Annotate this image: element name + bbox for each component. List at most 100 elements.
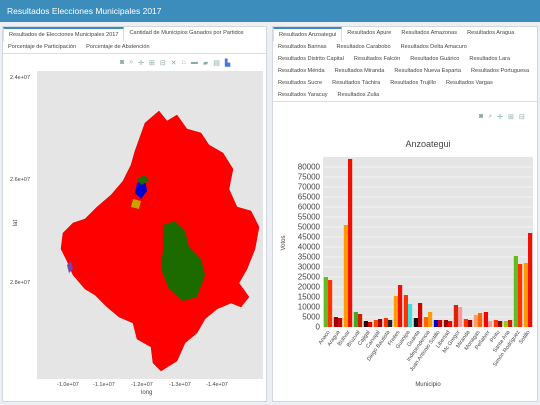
chart-bar[interactable] (508, 320, 513, 327)
pan-icon[interactable]: ✛ (138, 60, 145, 67)
chart-bar[interactable] (528, 233, 533, 327)
chart-bar[interactable] (493, 320, 498, 327)
chart-bar[interactable] (383, 318, 388, 327)
chart-bar[interactable] (438, 320, 443, 327)
autoscale-icon[interactable]: ✕ (170, 60, 177, 67)
chart-ytick: 70000 (298, 183, 321, 192)
right-tab-6[interactable]: Resultados Delta Amacuro (400, 44, 467, 50)
right-tab-5[interactable]: Resultados Carabobo (336, 44, 391, 50)
chart-bar[interactable] (358, 314, 363, 327)
chart-bar[interactable] (368, 322, 373, 327)
right-tab-16[interactable]: Resultados Táchira (332, 80, 381, 86)
chart-bar[interactable] (463, 319, 468, 327)
left-tab-3[interactable]: Porcentaje de Abstención (86, 44, 150, 50)
map-plot-area[interactable] (37, 71, 263, 379)
zoom-icon[interactable]: ⌕ (129, 59, 134, 66)
chart-ytick: 30000 (298, 263, 321, 272)
chart-bar[interactable] (458, 307, 463, 327)
chart-ytick: 40000 (298, 243, 321, 252)
chart-bar[interactable] (378, 319, 383, 327)
map-xtick: -1.2e+07 (131, 382, 153, 388)
zoom-icon[interactable]: ⌕ (488, 113, 493, 120)
reset-icon[interactable]: ⌂ (181, 59, 186, 66)
chart-bar[interactable] (388, 320, 393, 327)
bar-chart[interactable]: Anzoategui 05000100001500020000250003000… (273, 123, 537, 401)
zoom-in-icon[interactable]: ⊞ (508, 114, 514, 121)
right-tab-10[interactable]: Resultados Lara (469, 56, 511, 62)
chart-bar[interactable] (423, 317, 428, 327)
chart-bar[interactable] (338, 318, 343, 327)
chart-bar[interactable] (503, 321, 508, 327)
right-tab-2[interactable]: Resultados Amazonas (401, 30, 458, 36)
camera-icon[interactable]: ◙ (479, 113, 484, 120)
right-tab-0[interactable]: Resultados Anzoategui (273, 27, 343, 42)
chart-ytick: 50000 (298, 223, 321, 232)
chart-bar[interactable] (323, 277, 328, 327)
map-region-main (60, 110, 260, 372)
chart-modebar: ◙ ⌕ ✛ ⊞ ⊟ (479, 113, 525, 121)
chart-bar[interactable] (333, 317, 338, 327)
chart-bar[interactable] (473, 315, 478, 327)
chart-bar[interactable] (513, 256, 518, 327)
chart-ytick: 60000 (298, 203, 321, 212)
chart-bar[interactable] (408, 304, 413, 327)
left-tab-bar: Resultados de Elecciones Municipales 201… (3, 27, 266, 54)
right-tab-19[interactable]: Resultados Yaracuy (278, 92, 328, 98)
zoom-out-icon[interactable]: ⊟ (518, 114, 525, 121)
hover-compare-icon[interactable]: ▤ (213, 60, 220, 67)
chart-bar[interactable] (498, 321, 503, 327)
map-xtick: -1.3e+07 (169, 382, 191, 388)
camera-icon[interactable]: ◙ (120, 59, 125, 66)
zoom-out-icon[interactable]: ⊟ (159, 60, 166, 67)
chart-bar[interactable] (518, 264, 523, 327)
hover-closest-icon[interactable]: ▰ (202, 60, 209, 67)
chart-bar[interactable] (348, 159, 353, 327)
chart-bar[interactable] (328, 280, 333, 327)
chart-bar[interactable] (523, 263, 528, 327)
chart-bar[interactable] (448, 321, 453, 327)
left-tab-1[interactable]: Cantidad de Municipios Ganados por Parti… (129, 30, 244, 36)
chart-bar[interactable] (433, 320, 438, 327)
right-tab-4[interactable]: Resultados Barinas (278, 44, 327, 50)
map-region-green (161, 221, 205, 301)
map-xtick: -1.4e+07 (206, 382, 228, 388)
right-tab-14[interactable]: Resultados Portuguesa (470, 68, 530, 74)
right-tab-7[interactable]: Resultados Distrito Capital (278, 56, 344, 62)
chart-ytick: 45000 (298, 233, 321, 242)
chart-xlabel: Municipio (415, 382, 441, 388)
chart-bar[interactable] (488, 321, 493, 327)
chart-bar[interactable] (478, 313, 483, 327)
right-tab-13[interactable]: Resultados Nueva Esparta (394, 68, 461, 74)
spike-icon[interactable]: ▬ (190, 59, 198, 66)
chart-bar[interactable] (468, 320, 473, 327)
chart-bar[interactable] (393, 296, 398, 327)
zoom-in-icon[interactable]: ⊞ (149, 60, 155, 67)
right-tab-8[interactable]: Resultados Falcón (353, 56, 401, 62)
chart-bar[interactable] (403, 295, 408, 327)
right-tab-20[interactable]: Resultados Zulia (337, 92, 380, 98)
right-tab-17[interactable]: Resultados Trujillo (390, 80, 436, 86)
map-ytick: 2.8e+07 (10, 280, 31, 286)
chart-bar[interactable] (453, 305, 458, 327)
chart-bar[interactable] (353, 312, 358, 327)
right-tab-11[interactable]: Resultados Mérida (278, 68, 325, 74)
left-tab-2[interactable]: Porcentaje de Participación (8, 44, 77, 50)
chart-bar[interactable] (413, 318, 418, 327)
chart-bar[interactable] (363, 321, 368, 327)
right-tab-18[interactable]: Resultados Vargas (445, 80, 493, 86)
right-tab-12[interactable]: Resultados Miranda (334, 68, 385, 74)
pan-icon[interactable]: ✛ (497, 114, 504, 121)
chart-bar[interactable] (483, 312, 488, 327)
right-tab-15[interactable]: Resultados Sucre (278, 80, 323, 86)
chart-bar[interactable] (443, 320, 448, 327)
chart-bar[interactable] (428, 312, 433, 327)
right-tab-1[interactable]: Resultados Apure (347, 30, 392, 36)
right-tab-3[interactable]: Resultados Aragua (467, 30, 515, 36)
right-tab-9[interactable]: Resultados Guárico (410, 56, 460, 62)
left-tab-0[interactable]: Resultados de Elecciones Municipales 201… (3, 27, 125, 42)
chart-bar[interactable] (398, 285, 403, 327)
chart-bar[interactable] (418, 303, 423, 327)
chart-bar[interactable] (343, 225, 348, 327)
chart-bar[interactable] (373, 320, 378, 327)
plotly-logo-icon[interactable]: ▙ (224, 60, 231, 67)
